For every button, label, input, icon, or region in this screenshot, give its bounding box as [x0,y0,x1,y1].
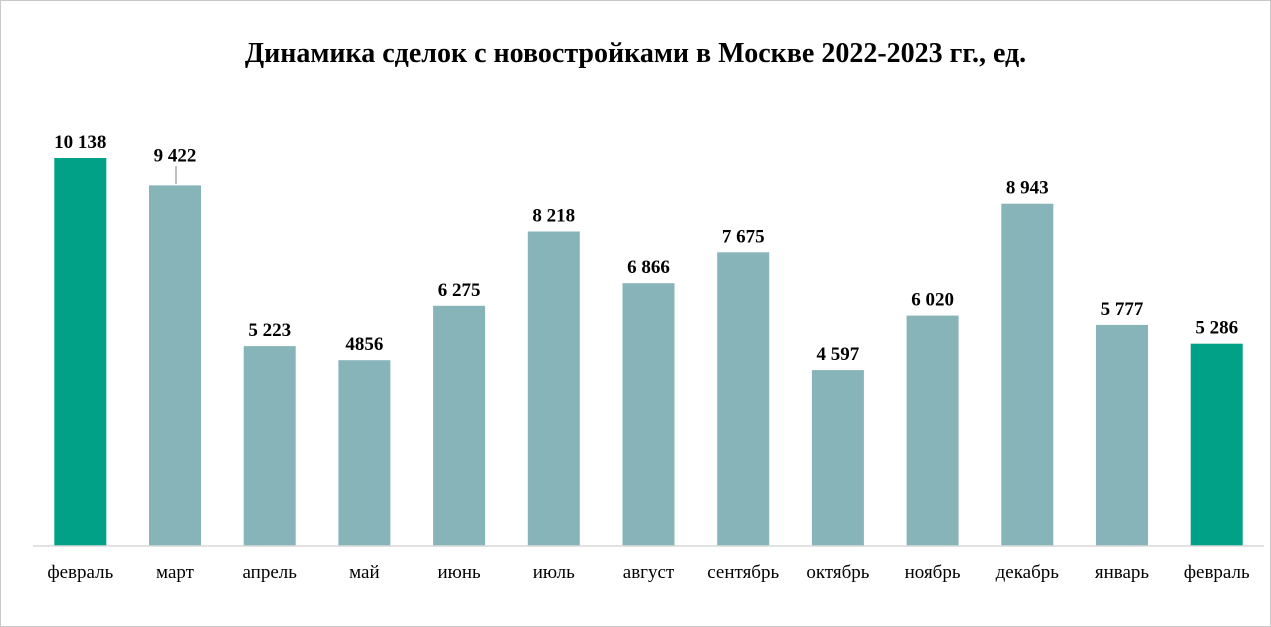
bar-3 [243,346,296,546]
bar-2 [149,185,201,546]
value-label-13: 5 286 [1195,318,1238,339]
category-labels-group: февраль март апрель май июнь июль август сентяб… [47,562,1250,583]
value-label-1: 10 138 [54,132,106,153]
value-label-12: 5 777 [1101,299,1144,320]
category-label-9: октябрь [806,562,869,583]
category-label-12: январь [1095,562,1150,583]
value-label-5: 6 275 [438,280,481,301]
value-label-7: 6 866 [627,257,670,278]
bar-1 [54,158,107,546]
category-label-11: декабрь [996,562,1060,583]
bar-12 [1096,324,1148,546]
category-label-1: февраль [47,562,113,583]
value-label-3: 5 223 [248,320,291,341]
category-label-4: май [349,562,380,583]
bar-7 [622,283,675,546]
value-label-8: 7 675 [722,226,765,247]
bar-5 [433,305,486,546]
value-label-10: 6 020 [911,290,954,311]
bar-6 [527,231,580,546]
category-label-6: июль [533,562,575,583]
bars-group [54,158,1243,547]
category-label-5: июнь [437,562,481,583]
value-label-9: 4 597 [817,344,860,365]
value-label-4: 4856 [345,334,383,355]
category-label-3: апрель [242,562,297,583]
category-label-7: август [623,562,675,583]
value-label-2: 9 422 [154,145,197,166]
category-label-2: март [156,562,195,583]
bar-9 [811,370,864,546]
bar-10 [906,315,959,546]
bar-8 [717,252,770,547]
bar-4 [338,360,391,546]
category-label-13: февраль [1184,562,1250,583]
bar-13 [1190,343,1243,546]
category-label-8: сентябрь [707,562,779,583]
value-label-11: 8 943 [1006,178,1049,199]
chart-title: Динамика сделок с новостройками в Москве… [244,38,1027,69]
category-label-10: ноябрь [905,562,961,583]
value-labels-group: 10 138 9 422 5 223 4856 6 275 8 218 6 866 7 675… [54,132,1238,365]
bar-11 [1001,203,1054,546]
value-label-6: 8 218 [532,206,575,227]
